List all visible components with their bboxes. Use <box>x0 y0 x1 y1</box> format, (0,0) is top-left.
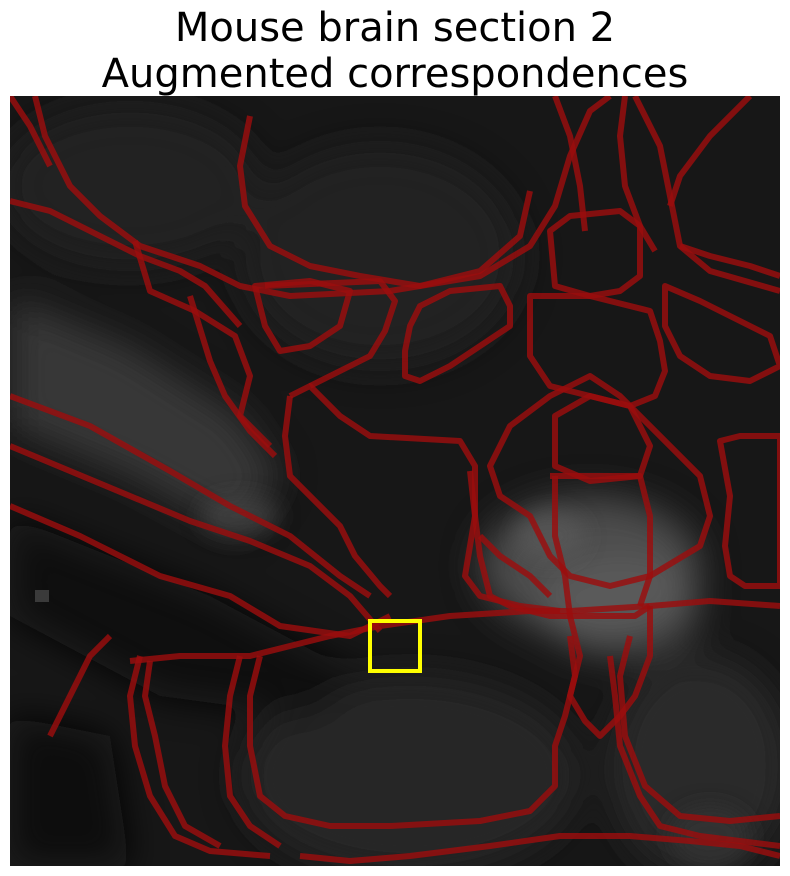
figure-title-line-2: Augmented correspondences <box>101 51 689 97</box>
highlight-box <box>368 619 422 673</box>
region-contours <box>10 96 780 864</box>
brain-section-image <box>10 96 780 866</box>
tissue-speck <box>35 590 49 602</box>
figure-title-line-1: Mouse brain section 2 <box>174 5 616 51</box>
